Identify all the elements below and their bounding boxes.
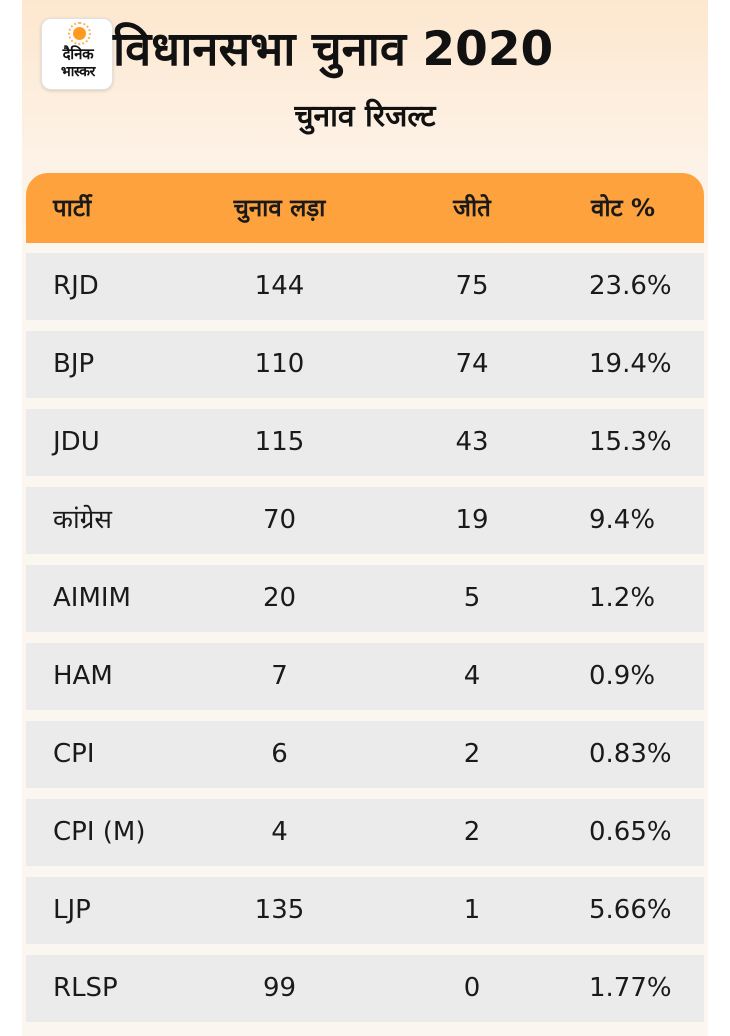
dainik-bhaskar-logo: दैनिक भास्कर: [41, 18, 113, 90]
cell-party: RLSP: [53, 973, 118, 1003]
cell-vote-percent: 19.4%: [589, 349, 672, 379]
table-row: CPI (M) 4 2 0.65%: [26, 799, 704, 866]
cell-won: 4: [463, 661, 481, 691]
cell-vote-percent: 0.9%: [589, 661, 656, 691]
cell-party: JDU: [53, 427, 100, 457]
header-party: पार्टी: [53, 194, 92, 222]
cell-vote-percent: 1.2%: [589, 583, 656, 613]
cell-contested: 115: [254, 427, 305, 457]
table-row: CPI 6 2 0.83%: [26, 721, 704, 788]
cell-contested: 4: [271, 817, 288, 847]
cell-vote-percent: 15.3%: [589, 427, 672, 457]
cell-contested: 20: [262, 583, 297, 613]
cell-contested: 110: [254, 349, 305, 379]
table-row: BJP 110 74 19.4%: [26, 331, 704, 398]
logo-text-line2: भास्कर: [60, 64, 96, 80]
sun-icon: [68, 22, 91, 45]
page-subtitle: चुनाव रिजल्ट: [294, 99, 436, 134]
header-contested: चुनाव लड़ा: [233, 194, 326, 222]
cell-vote-percent: 5.66%: [589, 895, 672, 925]
cell-party: BJP: [53, 349, 95, 379]
page-title: विधानसभा चुनाव 2020: [113, 22, 554, 77]
cell-won: 2: [463, 739, 481, 769]
cell-won: 2: [463, 817, 481, 847]
header-won: जीते: [453, 194, 491, 222]
table-row: AIMIM 20 5 1.2%: [26, 565, 704, 632]
table-row: JDU 115 43 15.3%: [26, 409, 704, 476]
cell-won: 5: [463, 583, 481, 613]
cell-vote-percent: 9.4%: [589, 505, 656, 535]
cell-party: CPI (M): [53, 817, 146, 847]
cell-won: 43: [455, 427, 489, 457]
cell-contested: 99: [262, 973, 297, 1003]
cell-vote-percent: 23.6%: [589, 271, 672, 301]
cell-contested: 7: [271, 661, 288, 691]
table-row: कांग्रेस 70 19 9.4%: [26, 487, 704, 554]
table-header: पार्टी चुनाव लड़ा जीते वोट %: [26, 173, 704, 243]
cell-party: HAM: [53, 661, 113, 691]
cell-won: 19: [455, 505, 489, 535]
cell-won: 75: [455, 271, 489, 301]
cell-contested: 144: [254, 271, 305, 301]
cell-won: 0: [463, 973, 481, 1003]
cell-contested: 70: [262, 505, 297, 535]
cell-vote-percent: 1.77%: [589, 973, 672, 1003]
cell-vote-percent: 0.83%: [589, 739, 672, 769]
cell-contested: 135: [254, 895, 305, 925]
cell-party: RJD: [53, 271, 99, 301]
table-row: RJD 144 75 23.6%: [26, 253, 704, 320]
table-row: RLSP 99 0 1.77%: [26, 955, 704, 1022]
cell-won: 74: [455, 349, 489, 379]
cell-vote-percent: 0.65%: [589, 817, 672, 847]
cell-won: 1: [463, 895, 481, 925]
logo-text-line1: दैनिक: [62, 45, 94, 63]
table-row: HAM 7 4 0.9%: [26, 643, 704, 710]
cell-contested: 6: [271, 739, 288, 769]
header-vote-percent: वोट %: [591, 194, 656, 222]
cell-party: CPI: [53, 739, 95, 769]
cell-party: कांग्रेस: [53, 505, 112, 535]
table-row: LJP 135 1 5.66%: [26, 877, 704, 944]
cell-party: LJP: [53, 895, 91, 925]
cell-party: AIMIM: [53, 583, 131, 613]
